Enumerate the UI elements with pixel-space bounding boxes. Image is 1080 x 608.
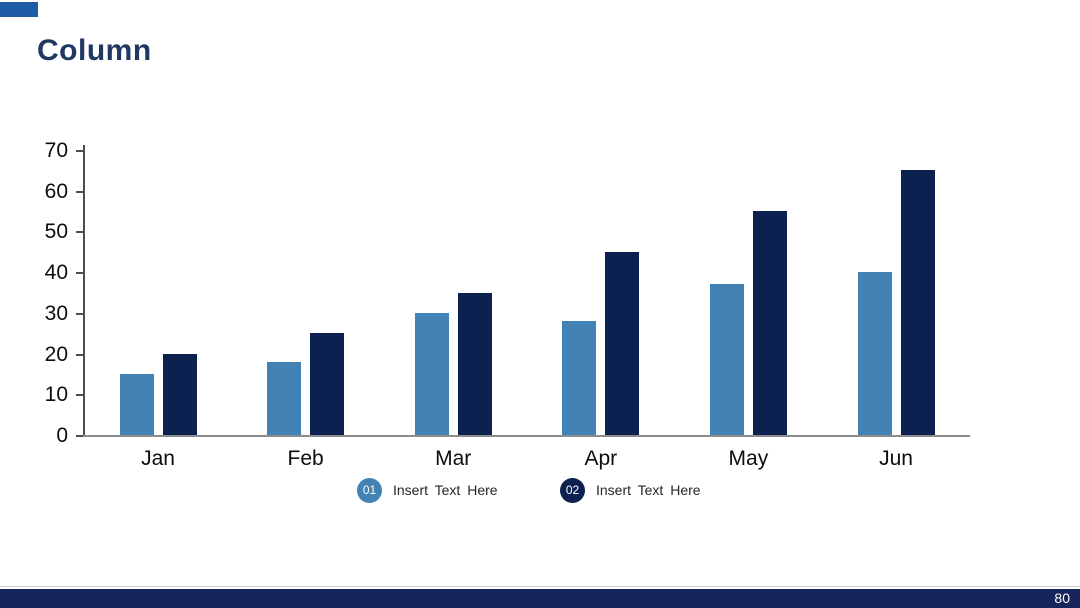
bar-series1-may [709, 284, 744, 435]
bar-series1-jan [119, 373, 154, 435]
y-axis-tick-label: 60 [44, 179, 68, 203]
bar-series1-jun [857, 272, 892, 435]
bar-series1-apr [562, 321, 597, 435]
y-axis-tick [76, 231, 83, 234]
y-axis-line [83, 145, 85, 437]
y-axis-tick [76, 150, 83, 152]
chart-legend: 01 Insert Text Here 02 Insert Text Here [0, 477, 1080, 505]
legend-item-01: 01 Insert Text Here [357, 477, 498, 503]
legend-badge-02: 02 [560, 477, 585, 503]
y-axis-tick [76, 272, 83, 275]
bar-series2-jun [900, 170, 935, 435]
y-axis-tick [76, 312, 83, 315]
y-axis-tick-label: 40 [44, 261, 68, 285]
legend-badge-01: 01 [357, 477, 382, 503]
y-axis-tick-label: 50 [44, 220, 68, 244]
y-axis-tick-label: 70 [44, 139, 68, 162]
y-axis-tick-label: 30 [44, 301, 68, 325]
y-axis-tick [76, 394, 83, 397]
x-axis-label: May [728, 447, 769, 470]
footer-divider [0, 586, 1080, 587]
y-axis-tick-label: 20 [44, 342, 68, 366]
y-axis-tick [76, 190, 83, 193]
footer-bar: 80 [0, 589, 1080, 608]
bar-series2-feb [310, 333, 345, 435]
bar-series1-mar [414, 312, 449, 435]
x-axis-label: Jun [879, 447, 913, 470]
y-axis-tick-label: 10 [44, 383, 68, 407]
x-axis-label: Feb [287, 447, 324, 470]
y-axis-tick [76, 353, 83, 356]
header-accent-bar [0, 2, 38, 17]
y-axis-tick-label: 0 [56, 424, 68, 447]
bar-series2-mar [457, 292, 492, 435]
legend-label: Insert Text Here [393, 482, 498, 498]
x-axis-line [83, 435, 970, 437]
bar-series1-feb [267, 361, 302, 435]
x-axis-label: Mar [435, 447, 472, 470]
x-axis-label: Jan [141, 447, 175, 470]
bar-series2-apr [605, 251, 640, 435]
page-number: 80 [1054, 590, 1070, 606]
bar-series2-jan [162, 353, 197, 435]
legend-item-02: 02 Insert Text Here [560, 477, 701, 503]
bar-series2-may [752, 211, 787, 435]
y-axis-tick [76, 435, 83, 437]
legend-label: Insert Text Here [596, 482, 701, 498]
page-title: Column [37, 34, 152, 67]
x-axis-label: Apr [584, 447, 618, 470]
